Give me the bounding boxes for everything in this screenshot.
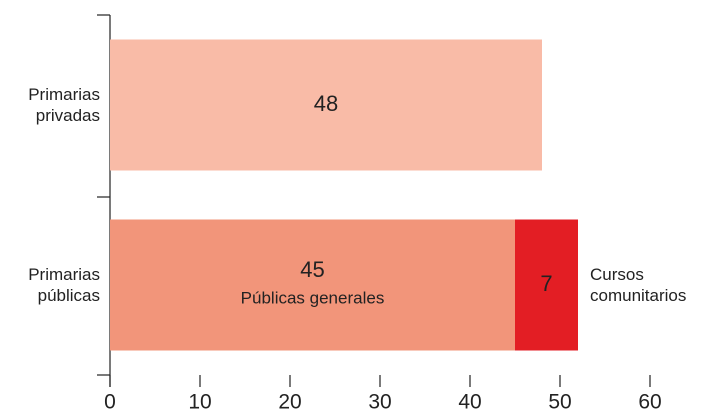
series-label: Cursos comunitarios — [590, 265, 687, 305]
x-tick-label: 40 — [458, 391, 481, 414]
value-label: 45 — [300, 257, 324, 282]
category-label: Primarias privadas — [28, 85, 100, 125]
x-tick-label: 50 — [548, 391, 571, 414]
bar — [110, 39, 542, 171]
bar — [515, 219, 578, 351]
category-label: Primarias públicas — [28, 265, 100, 305]
x-tick-label: 10 — [188, 391, 211, 414]
x-tick-label: 0 — [104, 391, 116, 414]
x-tick-label: 20 — [278, 391, 301, 414]
series-label: Públicas generales — [241, 288, 385, 307]
bar — [110, 219, 515, 351]
value-label: 48 — [314, 91, 338, 116]
x-tick-label: 30 — [368, 391, 391, 414]
x-tick-label: 60 — [638, 391, 661, 414]
value-label: 7 — [540, 271, 552, 296]
